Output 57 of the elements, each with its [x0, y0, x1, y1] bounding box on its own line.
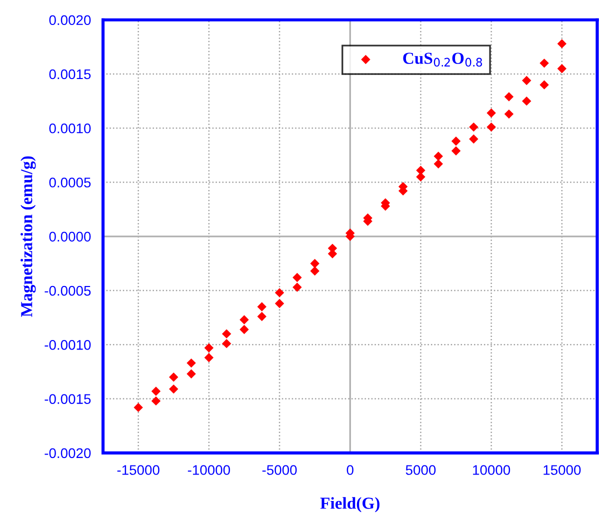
y-tick-label: 0.0010	[49, 123, 91, 134]
point	[451, 136, 461, 146]
point	[274, 288, 284, 298]
point	[522, 76, 532, 86]
point	[204, 353, 214, 362]
y-axis-title: Magnetization (emu/g)	[20, 156, 36, 317]
point	[151, 396, 161, 406]
point	[557, 64, 567, 74]
x-tick-label: 5000	[406, 465, 436, 475]
point	[310, 258, 320, 268]
point	[204, 343, 214, 353]
point	[134, 402, 143, 412]
point	[169, 372, 178, 382]
point	[186, 369, 196, 378]
y-tick-label: -0.0010	[44, 340, 91, 350]
y-tick-label: -0.0005	[44, 286, 91, 296]
point	[186, 358, 196, 368]
y-tick-label: 0.0005	[49, 178, 91, 188]
point	[151, 386, 161, 396]
point	[257, 302, 266, 312]
point	[257, 312, 266, 322]
y-tick-label: -0.0020	[44, 448, 91, 458]
y-tick-label: 0.0000	[49, 232, 91, 242]
point	[434, 159, 443, 168]
point	[540, 80, 549, 90]
point	[557, 39, 567, 48]
x-tick-label: -15000	[117, 465, 160, 475]
x-tick-label: 15000	[544, 465, 581, 475]
y-tick-label: 0.0020	[49, 15, 91, 26]
y-tick-label: -0.0015	[44, 394, 91, 404]
x-tick-label: 0	[346, 465, 354, 475]
x-axis-title: Field(G)	[320, 497, 380, 512]
x-tick-label: -5000	[262, 465, 297, 475]
point	[486, 108, 496, 118]
y-tick-label: 0.0015	[49, 69, 91, 80]
point	[292, 282, 302, 292]
x-tick-label: 10000	[473, 465, 510, 475]
point	[292, 272, 302, 282]
point	[274, 298, 284, 308]
point	[240, 324, 249, 334]
point	[222, 338, 232, 348]
point	[169, 384, 178, 394]
point	[451, 146, 461, 156]
point	[310, 266, 320, 276]
point	[416, 166, 426, 175]
legend-label: CuS$_{0.2}$O$_{0.8}$	[403, 52, 482, 67]
point	[434, 152, 443, 161]
point	[240, 315, 249, 324]
point	[504, 109, 514, 119]
point	[540, 58, 549, 68]
point	[504, 92, 514, 102]
point	[469, 134, 478, 144]
point	[486, 122, 496, 132]
point	[469, 122, 478, 132]
x-tick-label: -10000	[188, 465, 230, 475]
point	[222, 329, 232, 338]
point	[522, 96, 532, 106]
